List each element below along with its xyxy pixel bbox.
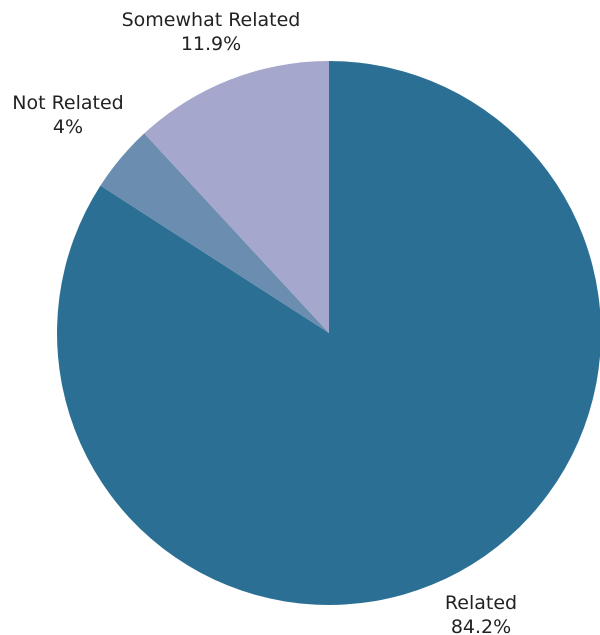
pie-slices [57,60,600,605]
slice-value-related: 84.2% [451,616,511,635]
pie-slice-not-related [100,133,329,333]
slice-labels: Somewhat Related 11.9% Not Related 4% Re… [12,9,517,635]
pie-slice-somewhat-related [144,60,329,333]
slice-label-not-related: Not Related [12,92,124,114]
slice-label-related: Related [445,592,517,614]
pie-slice-related [57,61,600,605]
slice-value-somewhat-related: 11.9% [181,33,241,55]
slice-value-not-related: 4% [53,116,83,138]
slice-label-somewhat-related: Somewhat Related [122,9,301,31]
